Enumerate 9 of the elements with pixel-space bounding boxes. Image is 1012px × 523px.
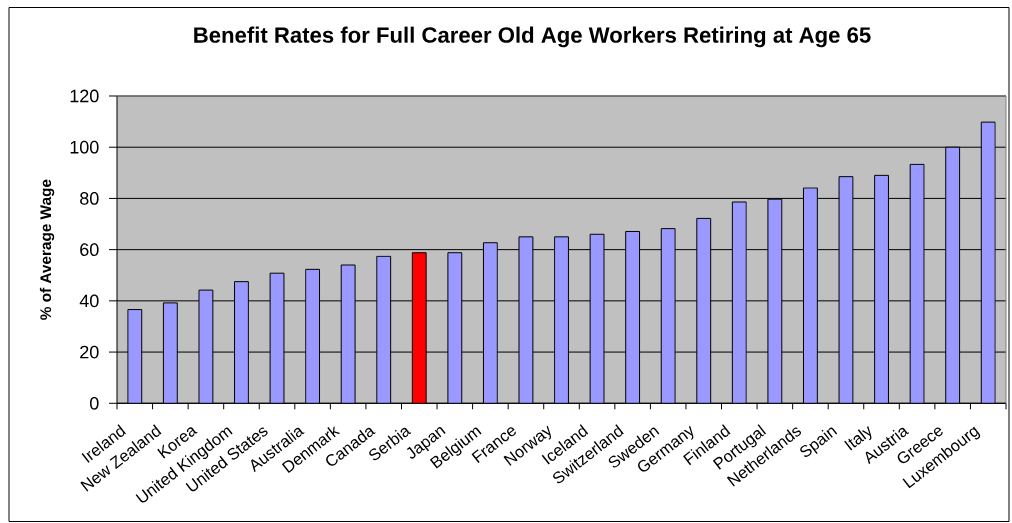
y-tick-label: 0: [90, 396, 99, 410]
chart-title: Benefit Rates for Full Career Old Age Workers Retiring at Age 65: [194, 26, 871, 48]
y-tick-label: 60: [80, 243, 99, 256]
y-tick-label: 20: [80, 345, 99, 359]
y-tick-label: 100: [70, 140, 99, 154]
y-tick-label: 80: [80, 192, 99, 205]
y-tick-label: 40: [79, 294, 99, 308]
y-tick-label: 120: [70, 89, 99, 103]
y-axis-title: % of Average Wage: [39, 179, 55, 320]
